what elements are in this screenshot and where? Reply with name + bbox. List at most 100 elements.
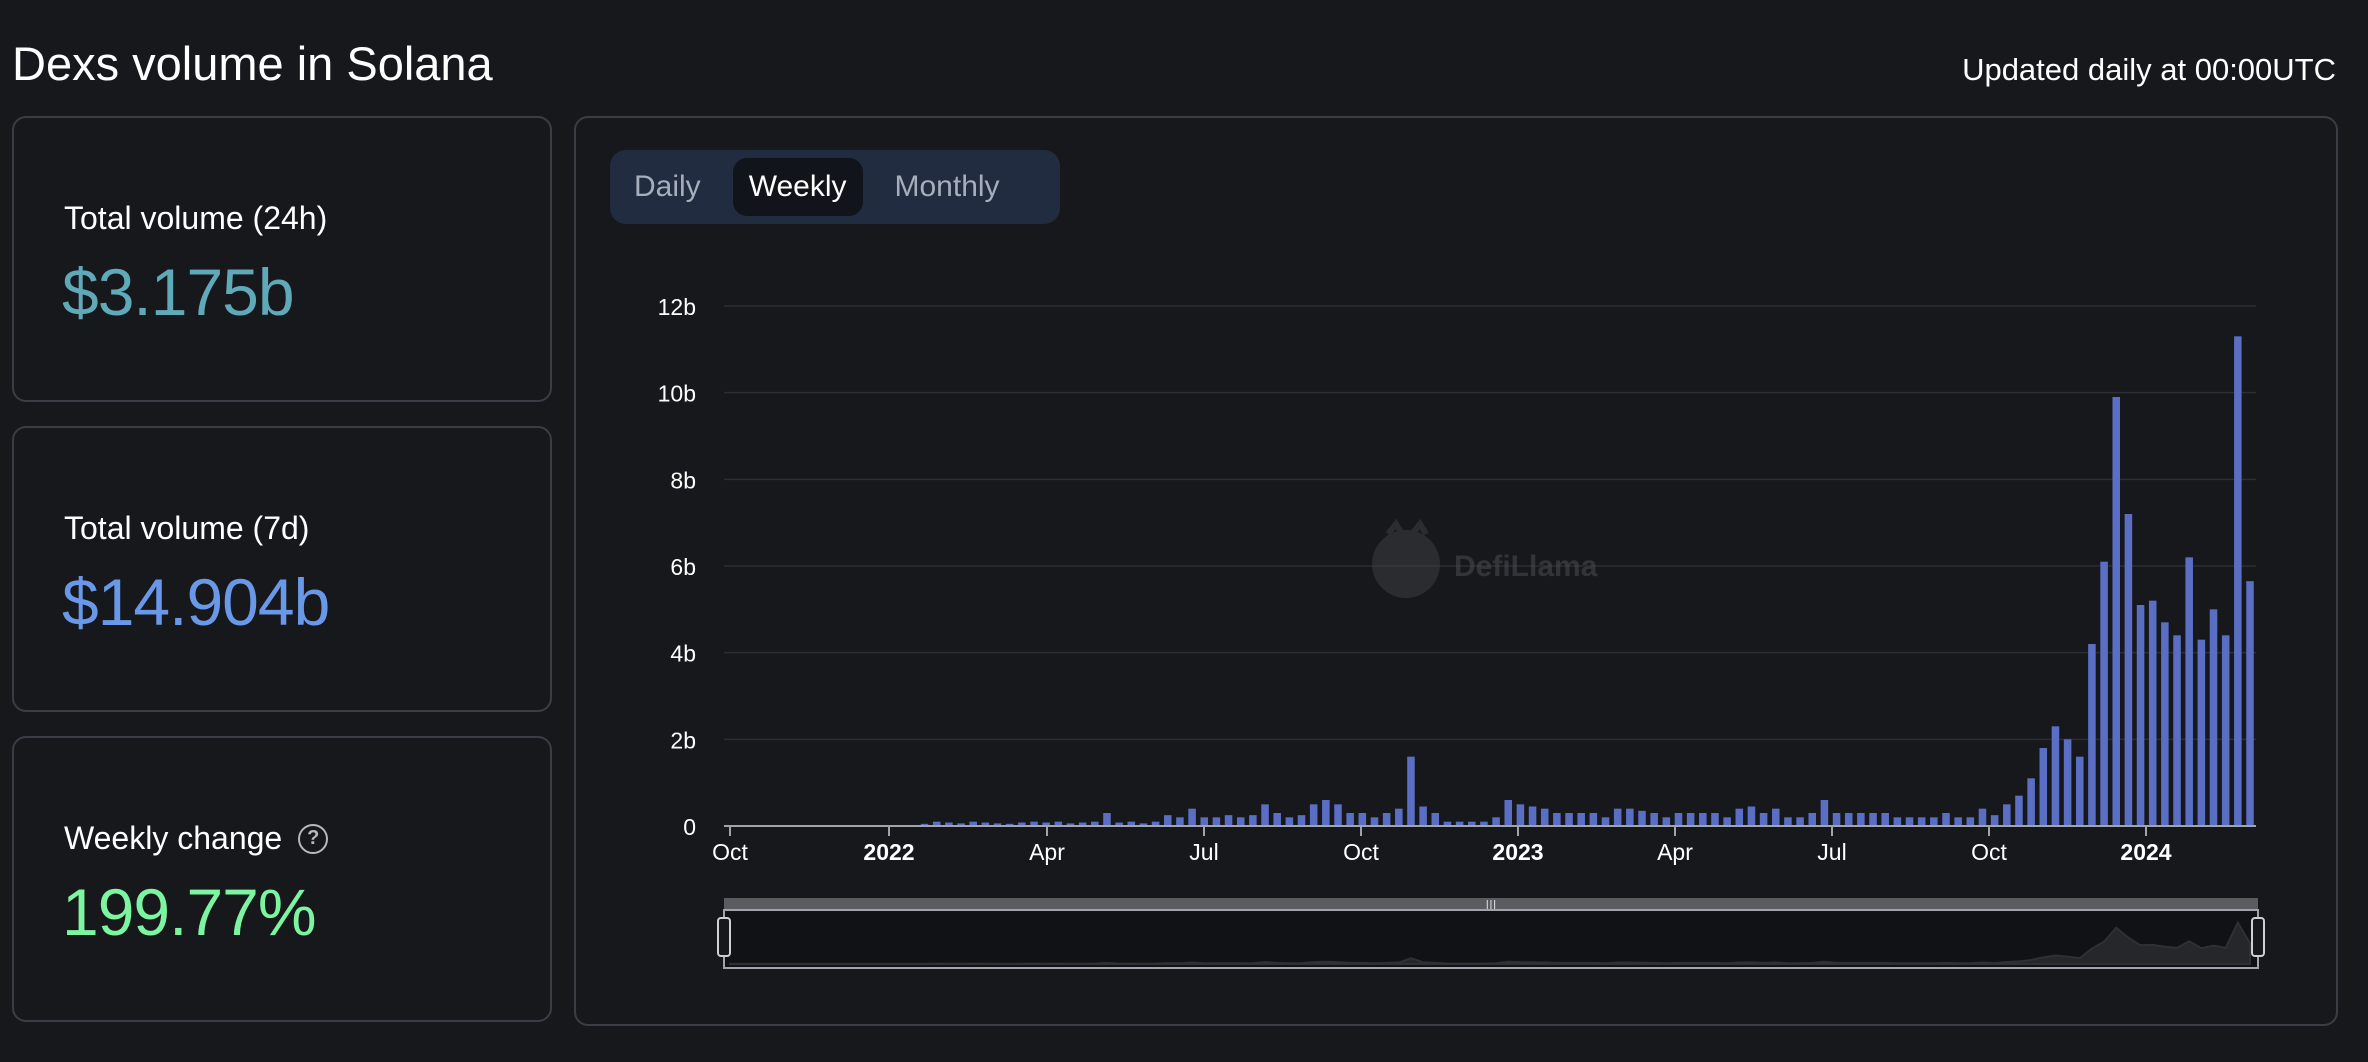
bar bbox=[1309, 804, 1318, 826]
bar bbox=[981, 822, 990, 826]
bar bbox=[1723, 817, 1731, 826]
bar bbox=[1480, 821, 1488, 826]
bar bbox=[2075, 756, 2084, 826]
bar bbox=[1613, 808, 1622, 826]
bar bbox=[1176, 817, 1184, 826]
bar bbox=[1334, 804, 1342, 826]
bar bbox=[1163, 815, 1172, 826]
bar bbox=[2100, 561, 2108, 826]
bar bbox=[993, 823, 1002, 826]
x-tick-label: Apr bbox=[1029, 839, 1065, 865]
bar bbox=[1066, 823, 1075, 826]
bar bbox=[1771, 808, 1780, 826]
bar bbox=[1443, 821, 1452, 826]
bar bbox=[1990, 815, 1999, 826]
slider-top-bar bbox=[724, 898, 2258, 910]
bar bbox=[2161, 622, 2169, 826]
bar bbox=[1054, 821, 1063, 826]
bar bbox=[2039, 748, 2048, 826]
bar bbox=[2148, 600, 2157, 826]
bar bbox=[1030, 821, 1038, 826]
bar bbox=[2221, 635, 2230, 826]
bar bbox=[1346, 813, 1354, 826]
stat-label-weekly-change-text: Weekly change bbox=[64, 820, 283, 856]
stat-value-7d: $14.904b bbox=[62, 565, 330, 639]
bar bbox=[1844, 813, 1853, 826]
bar bbox=[1455, 821, 1464, 826]
bar bbox=[1577, 813, 1585, 826]
bar bbox=[2185, 557, 2193, 826]
bar bbox=[1467, 821, 1476, 826]
bar bbox=[1650, 813, 1658, 826]
bar bbox=[2173, 635, 2181, 826]
range-slider[interactable]: ||| bbox=[717, 897, 2265, 969]
bar bbox=[1139, 823, 1148, 826]
x-tick-label: Jul bbox=[1817, 839, 1846, 865]
bar bbox=[1322, 800, 1330, 826]
bar bbox=[2003, 804, 2011, 826]
bar bbox=[1857, 813, 1865, 826]
stat-card-weekly-change: Weekly change ? 199.77% bbox=[12, 736, 552, 1022]
bar bbox=[945, 822, 953, 826]
bar bbox=[2197, 639, 2206, 826]
slider-mini-chart bbox=[729, 920, 2251, 965]
watermark-text: DefiLlama bbox=[1454, 550, 1598, 583]
stat-label-24h-text: Total volume (24h) bbox=[64, 200, 328, 236]
bar bbox=[1382, 813, 1391, 826]
bars bbox=[726, 336, 2254, 826]
x-tick-label: Jul bbox=[1189, 839, 1218, 865]
bar bbox=[1553, 813, 1561, 826]
bar bbox=[932, 821, 941, 826]
y-axis-labels: 0 2b 4b 6b 8b 10b 12b bbox=[658, 294, 696, 840]
bar bbox=[1358, 813, 1367, 826]
bar bbox=[1018, 822, 1026, 826]
bar bbox=[1881, 813, 1889, 826]
bar bbox=[1942, 813, 1950, 826]
bar bbox=[1261, 804, 1269, 826]
bar bbox=[1236, 817, 1245, 826]
bar bbox=[1042, 822, 1050, 826]
toggle-monthly[interactable]: Monthly bbox=[894, 170, 1000, 203]
bar bbox=[1686, 813, 1695, 826]
bar bbox=[1540, 808, 1549, 826]
x-tick-label: 2023 bbox=[1492, 839, 1543, 865]
y-tick-label: 2b bbox=[670, 727, 696, 753]
bar bbox=[1297, 815, 1306, 826]
bar bbox=[1516, 804, 1525, 826]
bar bbox=[1784, 817, 1792, 826]
x-axis-ticks bbox=[729, 826, 2147, 836]
bar bbox=[1869, 813, 1877, 826]
bar bbox=[957, 823, 965, 826]
llama-logo-ear-icon bbox=[1385, 518, 1429, 536]
bar bbox=[1431, 813, 1440, 826]
toggle-weekly[interactable]: Weekly bbox=[732, 158, 863, 216]
bar bbox=[2063, 739, 2072, 826]
help-icon[interactable]: ? bbox=[298, 823, 329, 854]
x-tick-label: Oct bbox=[1343, 839, 1379, 865]
bar bbox=[1200, 817, 1209, 826]
bar bbox=[1735, 808, 1744, 826]
x-tick-label: 2024 bbox=[2120, 839, 2171, 865]
slider-window bbox=[723, 909, 2259, 969]
toggle-daily[interactable]: Daily bbox=[634, 170, 701, 203]
bar bbox=[1151, 821, 1160, 826]
x-tick-label: Oct bbox=[712, 839, 748, 865]
stat-label-weekly-change: Weekly change ? bbox=[64, 820, 329, 857]
bar bbox=[1893, 817, 1902, 826]
bar bbox=[2051, 726, 2060, 826]
bar bbox=[1905, 817, 1914, 826]
bar bbox=[2136, 605, 2145, 826]
interval-toggle: Daily Weekly Monthly bbox=[610, 150, 1060, 224]
bar bbox=[1224, 815, 1233, 826]
bar bbox=[1565, 813, 1573, 826]
stat-value-weekly-change: 199.77% bbox=[62, 875, 317, 949]
stat-label-7d-text: Total volume (7d) bbox=[64, 510, 310, 546]
bar bbox=[1528, 806, 1537, 826]
page-title: Dexs volume in Solana bbox=[12, 37, 493, 90]
bar bbox=[1115, 822, 1123, 826]
bar bbox=[1711, 813, 1719, 826]
y-tick-label: 8b bbox=[670, 467, 696, 493]
bar bbox=[1759, 813, 1768, 826]
bar bbox=[1589, 813, 1598, 826]
